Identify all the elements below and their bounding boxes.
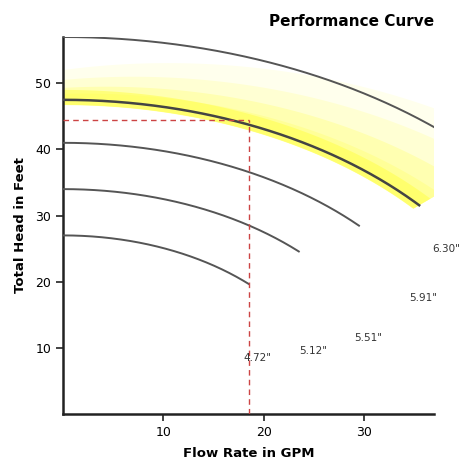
Text: 6.30": 6.30": [432, 244, 460, 254]
Polygon shape: [63, 77, 474, 209]
Polygon shape: [63, 87, 460, 209]
Polygon shape: [63, 63, 474, 209]
Text: 5.51": 5.51": [354, 333, 382, 343]
Polygon shape: [63, 90, 430, 209]
Y-axis label: Total Head in Feet: Total Head in Feet: [14, 157, 27, 293]
X-axis label: Flow Rate in GPM: Flow Rate in GPM: [183, 447, 314, 460]
Text: Performance Curve: Performance Curve: [269, 14, 434, 29]
Text: 5.12": 5.12": [299, 346, 327, 356]
Text: 5.91": 5.91": [409, 293, 437, 303]
Text: 4.72": 4.72": [244, 353, 272, 363]
Polygon shape: [63, 93, 439, 209]
